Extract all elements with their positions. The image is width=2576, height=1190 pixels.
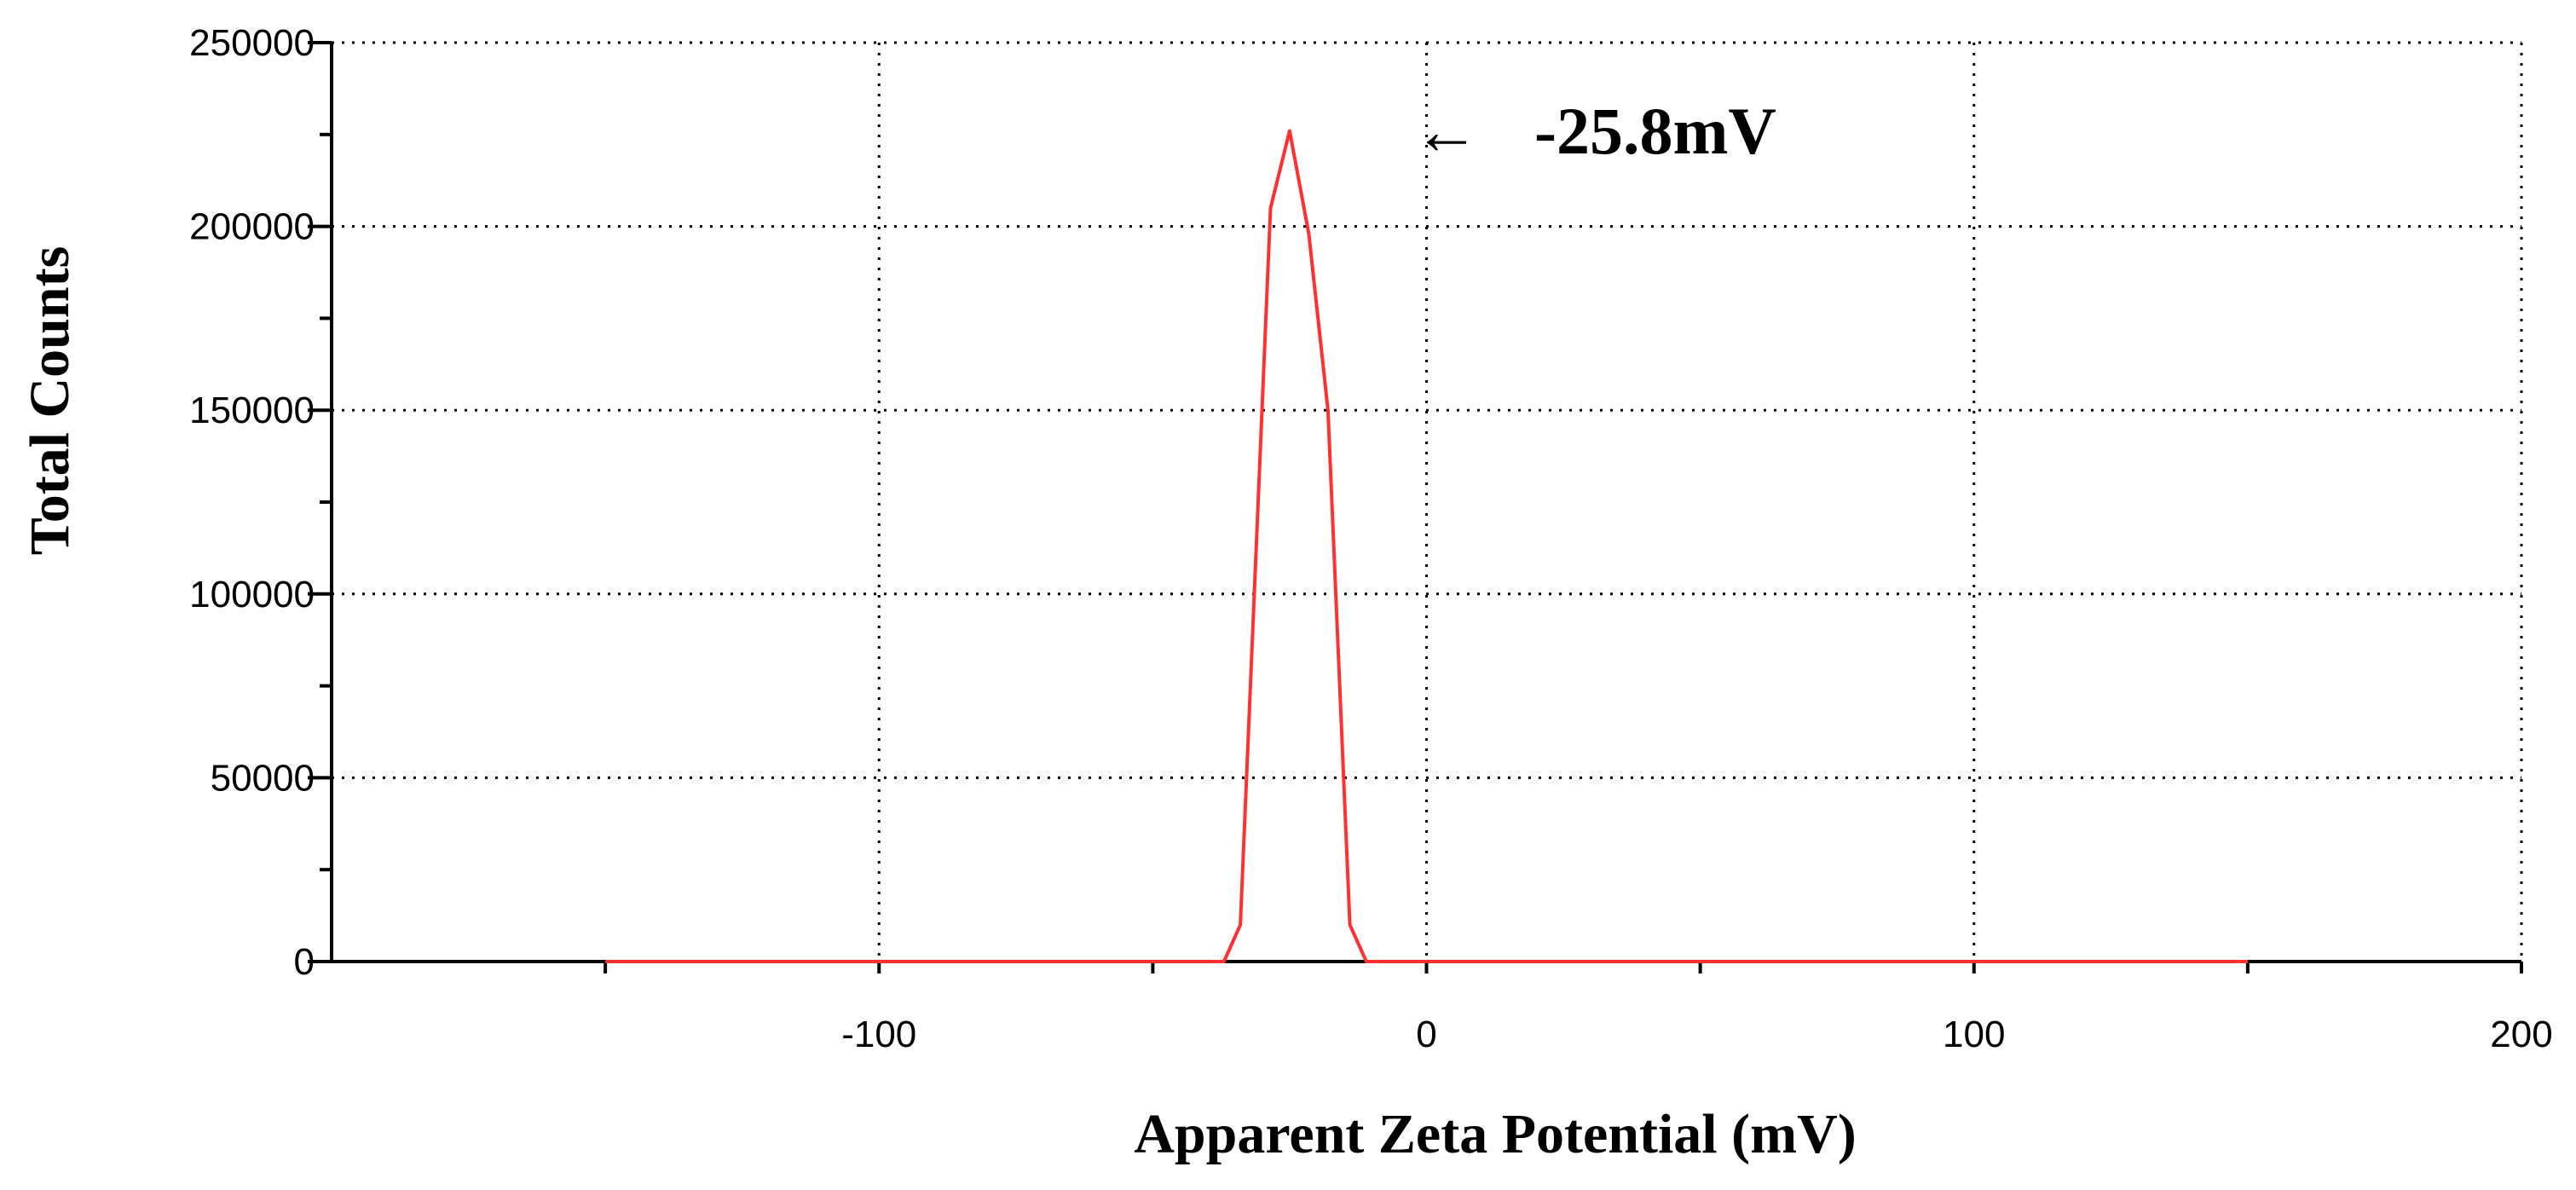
- x-tick-label: 200: [2490, 1014, 2552, 1055]
- y-tick-label: 150000: [189, 390, 315, 431]
- peak-annotation-arrow: ←: [1413, 94, 1480, 168]
- axes: [308, 41, 2523, 973]
- y-tick-label: 250000: [189, 22, 315, 64]
- series-line-0: [605, 129, 2248, 963]
- tick-labels: 0 50000 100000 150000 200000 250000 -100 0 100 20…: [189, 22, 2553, 1055]
- x-tick-label: 100: [1943, 1014, 2005, 1055]
- grid-lines: [332, 41, 2523, 962]
- x-tick-label: 0: [1416, 1014, 1436, 1055]
- y-tick-label: 0: [294, 941, 315, 983]
- y-tick-label: 50000: [211, 757, 315, 799]
- y-axis-title: Total Counts: [19, 246, 81, 556]
- series-layer: [605, 129, 2248, 963]
- x-tick-label: -100: [841, 1014, 916, 1055]
- x-axis-title: Apparent Zeta Potential (mV): [1134, 1103, 1857, 1165]
- y-tick-label: 100000: [189, 574, 315, 615]
- y-tick-label: 200000: [189, 206, 315, 248]
- peak-annotation-label: -25.8mV: [1534, 94, 1776, 168]
